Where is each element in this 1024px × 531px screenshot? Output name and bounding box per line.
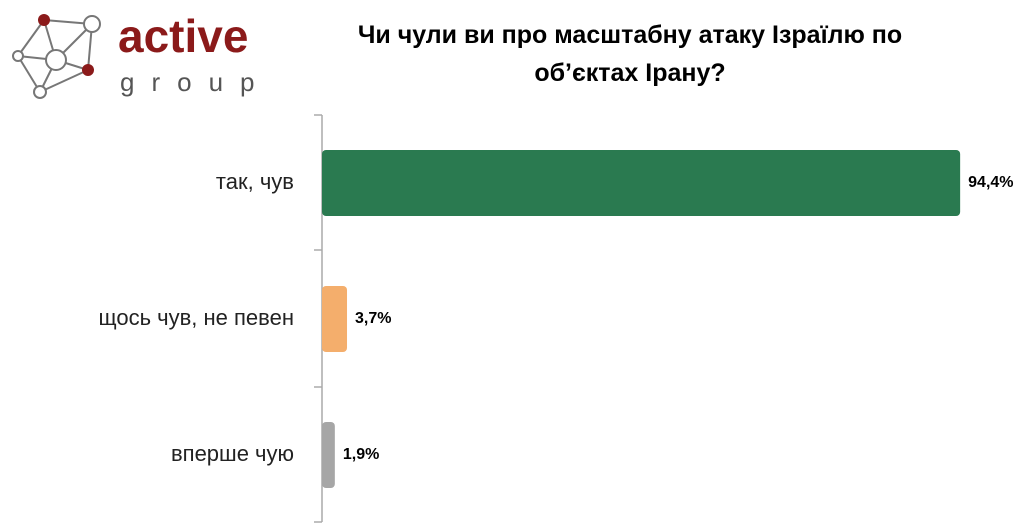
axis: [314, 114, 323, 523]
value-label: 94,4%: [968, 174, 1013, 191]
bar: [322, 150, 961, 216]
value-label: 3,7%: [355, 310, 391, 327]
category-label: щось чув, не певен: [98, 305, 294, 330]
bar: [322, 286, 348, 352]
value-label: 1,9%: [343, 446, 379, 463]
logo-network: [12, 14, 101, 99]
logo-name: active: [118, 10, 248, 62]
chart-title: Чи чули ви про масштабну атаку Ізраїлю п…: [357, 21, 903, 87]
category-label: вперше чую: [171, 441, 294, 466]
category-label: так, чув: [216, 169, 294, 194]
bar: [322, 422, 335, 488]
logo-tagline: group: [120, 67, 272, 97]
